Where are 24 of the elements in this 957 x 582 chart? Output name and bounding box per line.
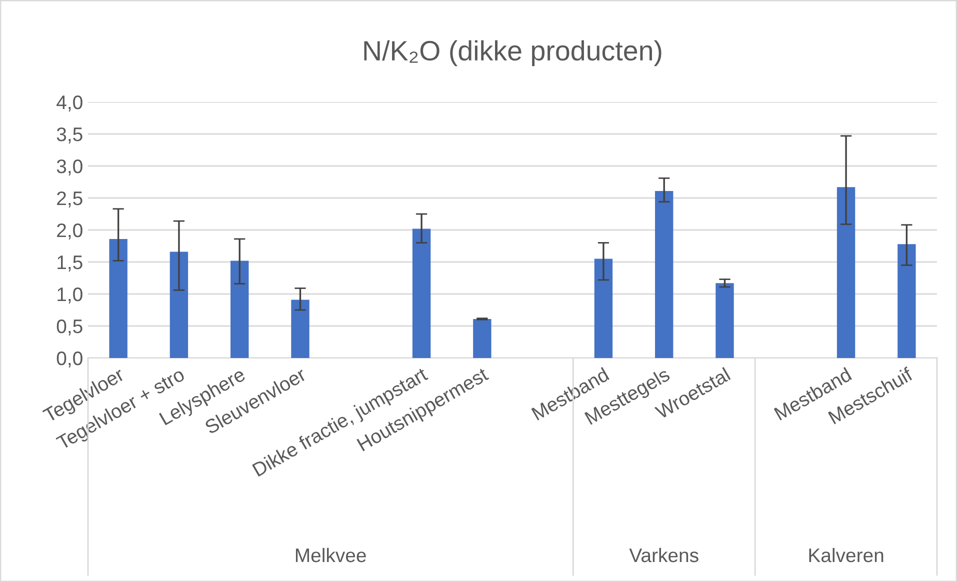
- y-tick-label: 3,0: [56, 159, 82, 176]
- bar: [898, 244, 916, 358]
- bar: [473, 318, 492, 358]
- bar: [291, 300, 310, 358]
- y-tick-label: 2,5: [57, 191, 82, 208]
- y-tick-label: 1,0: [58, 287, 82, 304]
- bar: [655, 190, 674, 358]
- y-tick-label: 1,5: [58, 256, 82, 272]
- y-tick-label: 3,5: [56, 127, 82, 144]
- bar: [230, 260, 249, 358]
- text: Varkens: [629, 548, 698, 562]
- y-tick-label: 4,0: [56, 95, 82, 112]
- text: Melkvee: [296, 548, 366, 562]
- bar: [594, 258, 613, 358]
- chart-title: N/K₂O (dikke producten): [364, 40, 662, 66]
- bar: [836, 187, 856, 358]
- bar: [170, 252, 188, 358]
- text: Kalveren: [809, 548, 884, 562]
- y-tick-label: 0,5: [56, 319, 82, 336]
- bar: [109, 238, 128, 358]
- y-tick-label: 0,0: [56, 351, 82, 368]
- y-tick-label: 2,0: [57, 223, 82, 240]
- bar: [716, 283, 734, 358]
- bar: [412, 228, 431, 358]
